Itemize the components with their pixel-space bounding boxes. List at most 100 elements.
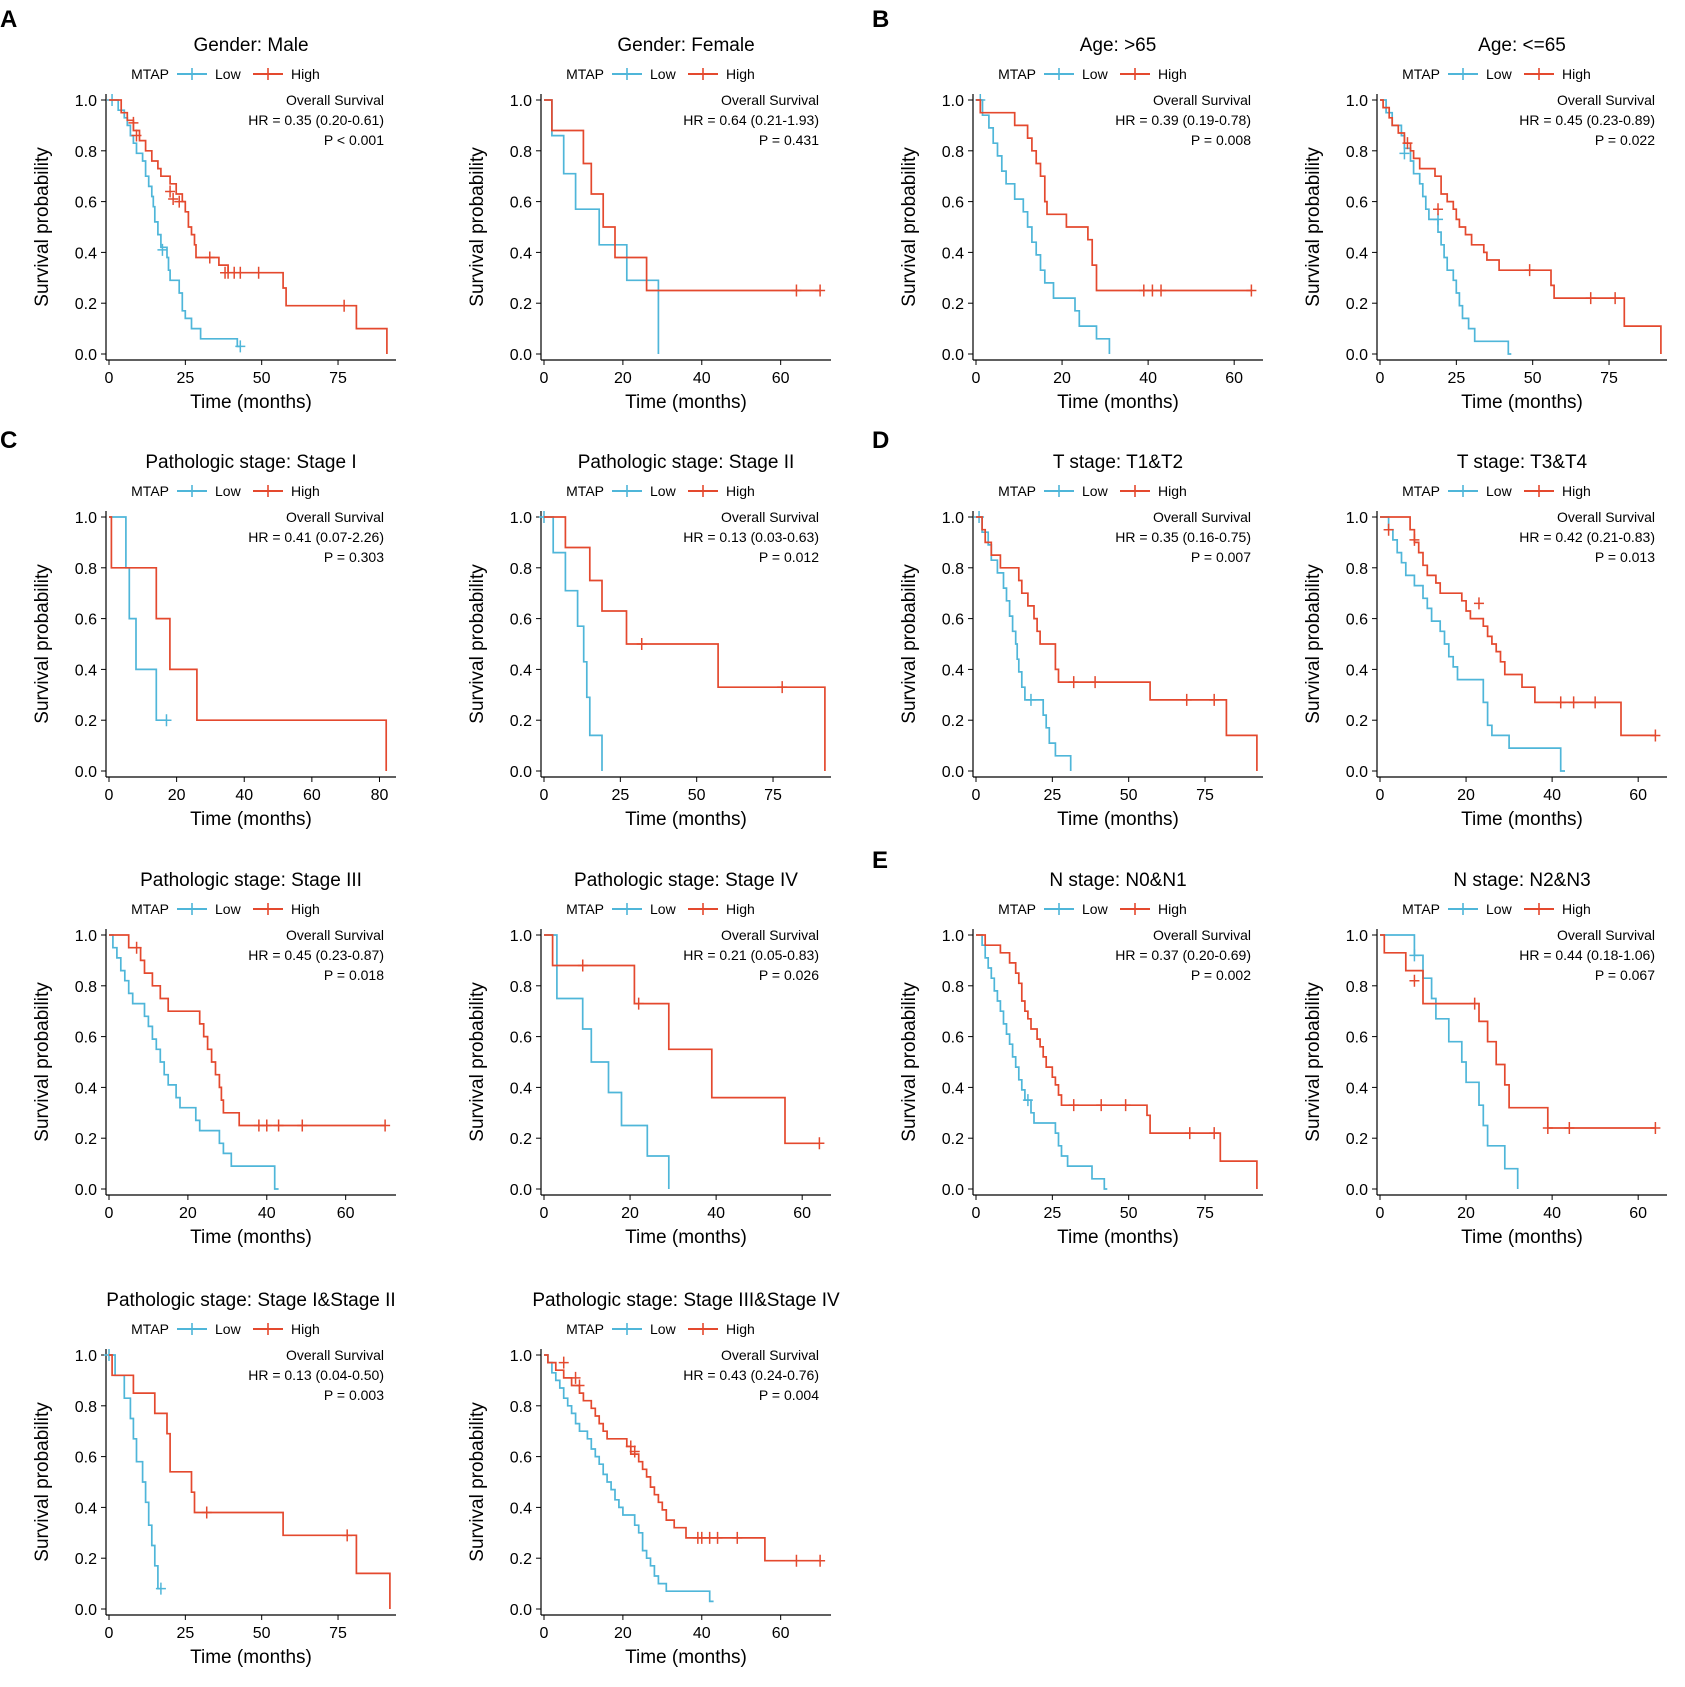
legend-title: MTAP — [1402, 901, 1440, 917]
legend-item-high: High — [688, 1321, 755, 1337]
legend-item-high: High — [253, 901, 320, 917]
stat-title: Overall Survival — [1557, 927, 1655, 943]
y-tick-label: 0.8 — [510, 144, 532, 161]
chart-title: Age: >65 — [1080, 35, 1157, 56]
x-axis-label: Time (months) — [1461, 1227, 1583, 1248]
legend-item-high: High — [253, 66, 320, 82]
x-tick-label: 50 — [253, 370, 271, 387]
y-tick-label: 0.0 — [510, 764, 532, 781]
y-axis-label: Survival probability — [1303, 982, 1324, 1142]
y-tick-label: 0.8 — [1346, 144, 1368, 161]
censor-mark-high — [131, 129, 142, 142]
chart-title: Pathologic stage: Stage I&Stage II — [106, 1290, 395, 1311]
survival-curve-high — [109, 1354, 391, 1609]
chart-title: T stage: T3&T4 — [1457, 452, 1588, 473]
x-tick-label: 25 — [1043, 1205, 1061, 1222]
x-tick-label: 0 — [105, 1205, 114, 1222]
y-tick-label: 0.2 — [1346, 713, 1368, 730]
censor-mark-high — [1542, 1122, 1553, 1135]
y-tick-label: 0.6 — [510, 612, 532, 629]
x-tick-label: 40 — [235, 787, 253, 804]
x-tick-label: 75 — [329, 370, 347, 387]
legend-title: MTAP — [566, 483, 604, 499]
x-tick-label: 20 — [621, 1205, 639, 1222]
x-tick-label: 75 — [1600, 370, 1618, 387]
panel-label-a: A — [0, 6, 17, 33]
x-axis-label: Time (months) — [625, 809, 747, 830]
p-value: P = 0.013 — [1595, 549, 1655, 565]
x-tick-label: 40 — [258, 1205, 276, 1222]
x-tick-label: 75 — [764, 787, 782, 804]
y-tick-label: 1.0 — [942, 928, 964, 945]
y-tick-label: 1.0 — [942, 510, 964, 527]
legend-item-low: Low — [612, 66, 677, 82]
legend-label-high: High — [1158, 66, 1187, 82]
legend-item-high: High — [253, 1321, 320, 1337]
hazard-ratio: HR = 0.35 (0.16-0.75) — [1115, 529, 1251, 545]
y-tick-label: 0.0 — [75, 347, 97, 364]
survival-curve-low — [544, 99, 660, 354]
km-chart-1: Gender: Male MTAP Low High 0.0 0.2 0.4 0.6 0.8 1.… — [32, 35, 396, 413]
x-tick-label: 0 — [540, 787, 549, 804]
panel-label-c: C — [0, 427, 17, 454]
x-tick-label: 75 — [1196, 1205, 1214, 1222]
censor-mark-low — [1433, 213, 1444, 226]
x-tick-label: 0 — [540, 370, 549, 387]
panel-label-d: D — [872, 427, 889, 454]
y-tick-label: 0.4 — [75, 1080, 97, 1097]
y-tick-label: 0.2 — [75, 1131, 97, 1148]
legend-item-high: High — [1524, 901, 1591, 917]
y-tick-label: 0.6 — [942, 1030, 964, 1047]
legend-item-high: High — [1524, 66, 1591, 82]
y-axis-label: Survival probability — [467, 1402, 488, 1562]
y-tick-label: 0.2 — [510, 1551, 532, 1568]
x-tick-label: 60 — [1629, 787, 1647, 804]
stat-title: Overall Survival — [1153, 509, 1251, 525]
survival-curve-low — [1380, 516, 1565, 772]
censor-mark-high — [131, 941, 142, 954]
survival-curve-low — [544, 516, 603, 771]
legend-item-low: Low — [1044, 66, 1109, 82]
censor-mark-high — [777, 681, 788, 694]
chart-title: Pathologic stage: Stage III&Stage IV — [532, 1290, 840, 1311]
legend-title: MTAP — [566, 66, 604, 82]
km-chart-13: Pathologic stage: Stage I&Stage II MTAP Lo… — [32, 1290, 396, 1668]
y-axis-label: Survival probability — [899, 564, 920, 724]
hazard-ratio: HR = 0.13 (0.04-0.50) — [248, 1367, 384, 1383]
censor-mark-high — [1524, 264, 1535, 277]
censor-mark-high — [1096, 1099, 1107, 1112]
p-value: P = 0.003 — [324, 1387, 384, 1403]
x-tick-label: 75 — [329, 1625, 347, 1642]
p-value: P = 0.007 — [1191, 549, 1251, 565]
y-tick-label: 0.6 — [942, 195, 964, 212]
survival-curve-high — [544, 99, 821, 292]
x-tick-label: 0 — [105, 370, 114, 387]
legend-item-high: High — [253, 483, 320, 499]
legend-title: MTAP — [131, 66, 169, 82]
panel-label-b: B — [872, 6, 889, 33]
chart-title: Gender: Male — [193, 35, 308, 56]
legend-title: MTAP — [131, 901, 169, 917]
stat-title: Overall Survival — [721, 509, 819, 525]
stat-title: Overall Survival — [286, 92, 384, 108]
censor-mark-high — [1402, 137, 1413, 150]
y-tick-label: 0.4 — [510, 245, 532, 262]
y-tick-label: 0.6 — [1346, 1030, 1368, 1047]
x-tick-label: 20 — [614, 1625, 632, 1642]
x-tick-label: 20 — [1457, 1205, 1475, 1222]
legend-item-high: High — [1120, 483, 1187, 499]
y-tick-label: 0.8 — [942, 144, 964, 161]
censor-mark-high — [273, 1119, 284, 1132]
y-tick-label: 0.2 — [942, 713, 964, 730]
km-chart-2: Gender: Female MTAP Low High 0.0 0.2 0.4 0.6 0.8… — [467, 35, 831, 413]
survival-curve-low — [976, 516, 1072, 771]
censor-mark-low — [161, 714, 172, 727]
x-tick-label: 40 — [693, 370, 711, 387]
stat-title: Overall Survival — [286, 1347, 384, 1363]
y-tick-label: 0.0 — [1346, 347, 1368, 364]
x-tick-label: 20 — [1053, 370, 1071, 387]
stat-title: Overall Survival — [1557, 509, 1655, 525]
survival-curve-high — [976, 934, 1258, 1189]
censor-mark-high — [1564, 1122, 1575, 1135]
censor-mark-high — [1409, 533, 1420, 546]
